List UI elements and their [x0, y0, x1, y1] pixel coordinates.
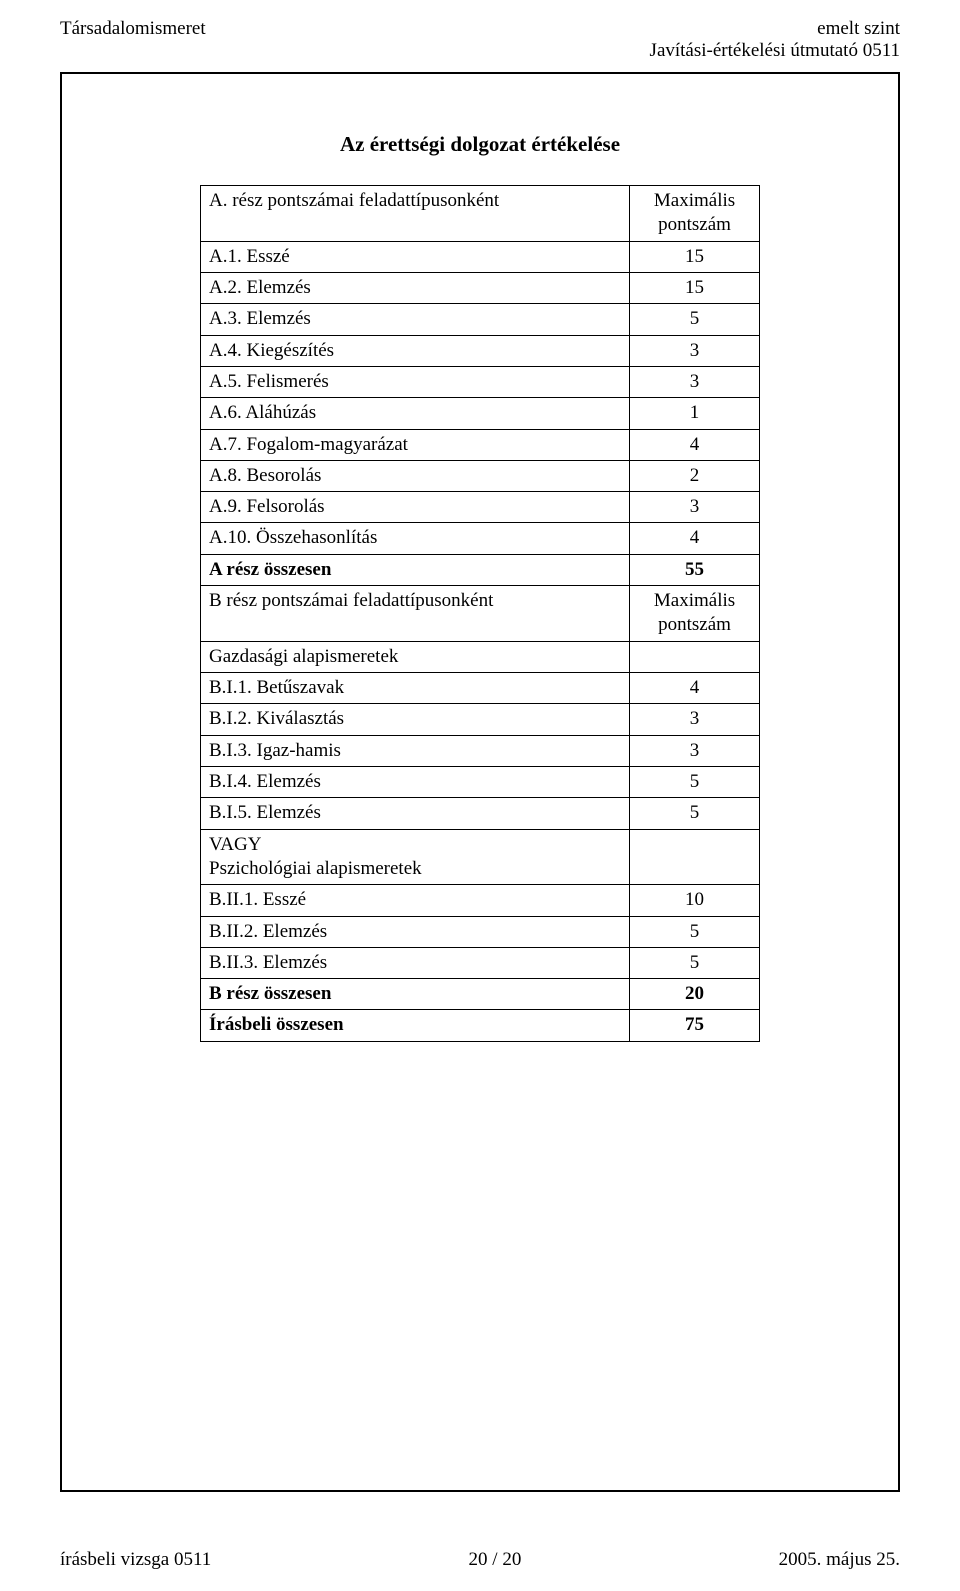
row-label: B.I.2. Kiválasztás [201, 704, 630, 735]
row-label: A.3. Elemzés [201, 304, 630, 335]
table-row: A.3. Elemzés5 [201, 304, 760, 335]
row-value: 5 [630, 947, 760, 978]
table-row: B.I.3. Igaz-hamis3 [201, 735, 760, 766]
table-row: A rész összesen55 [201, 554, 760, 585]
row-label: B.II.2. Elemzés [201, 916, 630, 947]
row-label: B.II.1. Esszé [201, 885, 630, 916]
row-value: Maximálispontszám [630, 586, 760, 642]
footer-center: 20 / 20 [469, 1549, 522, 1571]
content-frame: Az érettségi dolgozat értékelése A. rész… [60, 72, 900, 1492]
row-label: B.I.4. Elemzés [201, 766, 630, 797]
row-label: A.8. Besorolás [201, 460, 630, 491]
footer-right: 2005. május 25. [779, 1549, 900, 1571]
row-label: A rész összesen [201, 554, 630, 585]
row-label: A. rész pontszámai feladattípusonként [201, 186, 630, 242]
row-value: 75 [630, 1010, 760, 1041]
row-value: 15 [630, 272, 760, 303]
row-value: 2 [630, 460, 760, 491]
row-label: Írásbeli összesen [201, 1010, 630, 1041]
row-label: A.6. Aláhúzás [201, 398, 630, 429]
score-table: A. rész pontszámai feladattípusonkéntMax… [200, 185, 760, 1042]
row-value: 5 [630, 916, 760, 947]
row-label: B.II.3. Elemzés [201, 947, 630, 978]
row-value: 3 [630, 335, 760, 366]
row-label: B.I.3. Igaz-hamis [201, 735, 630, 766]
row-label: A.2. Elemzés [201, 272, 630, 303]
table-row: A. rész pontszámai feladattípusonkéntMax… [201, 186, 760, 242]
row-value: 1 [630, 398, 760, 429]
row-label: B rész pontszámai feladattípusonként [201, 586, 630, 642]
row-label: A.4. Kiegészítés [201, 335, 630, 366]
table-row: A.4. Kiegészítés3 [201, 335, 760, 366]
row-label: A.9. Felsorolás [201, 492, 630, 523]
row-value [630, 641, 760, 672]
row-value: 10 [630, 885, 760, 916]
table-row: B.I.2. Kiválasztás3 [201, 704, 760, 735]
section-title: Az érettségi dolgozat értékelése [62, 132, 898, 157]
row-label: A.5. Felismerés [201, 366, 630, 397]
table-row: B.I.4. Elemzés5 [201, 766, 760, 797]
row-value: 3 [630, 492, 760, 523]
table-row: A.6. Aláhúzás1 [201, 398, 760, 429]
table-row: A.10. Összehasonlítás4 [201, 523, 760, 554]
header-right: emelt szint Javítási-értékelési útmutató… [650, 18, 900, 62]
table-row: A.8. Besorolás2 [201, 460, 760, 491]
row-value: 3 [630, 704, 760, 735]
row-value: 5 [630, 766, 760, 797]
row-value: 15 [630, 241, 760, 272]
row-value: 4 [630, 673, 760, 704]
row-label: B.I.5. Elemzés [201, 798, 630, 829]
row-value: 3 [630, 366, 760, 397]
page-header: Társadalomismeret emelt szint Javítási-é… [0, 0, 960, 68]
table-row: B.II.1. Esszé10 [201, 885, 760, 916]
table-row: B.I.1. Betűszavak4 [201, 673, 760, 704]
row-value: Maximálispontszám [630, 186, 760, 242]
table-row: A.5. Felismerés3 [201, 366, 760, 397]
footer-left: írásbeli vizsga 0511 [60, 1549, 211, 1571]
table-row: A.7. Fogalom-magyarázat4 [201, 429, 760, 460]
row-value [630, 829, 760, 885]
row-value: 3 [630, 735, 760, 766]
table-row: Gazdasági alapismeretek [201, 641, 760, 672]
row-label: VAGYPszichológiai alapismeretek [201, 829, 630, 885]
row-label: A.10. Összehasonlítás [201, 523, 630, 554]
row-value: 5 [630, 798, 760, 829]
row-label: A.1. Esszé [201, 241, 630, 272]
table-row: B rész összesen20 [201, 979, 760, 1010]
table-row: A.9. Felsorolás3 [201, 492, 760, 523]
table-row: B.II.2. Elemzés5 [201, 916, 760, 947]
row-label: B.I.1. Betűszavak [201, 673, 630, 704]
row-value: 4 [630, 429, 760, 460]
table-row: VAGYPszichológiai alapismeretek [201, 829, 760, 885]
table-row: B.I.5. Elemzés5 [201, 798, 760, 829]
table-row: B rész pontszámai feladattípusonkéntMaxi… [201, 586, 760, 642]
row-label: B rész összesen [201, 979, 630, 1010]
header-right-line1: emelt szint [650, 18, 900, 40]
header-left: Társadalomismeret [60, 18, 206, 62]
row-value: 5 [630, 304, 760, 335]
row-label: A.7. Fogalom-magyarázat [201, 429, 630, 460]
table-row: A.2. Elemzés15 [201, 272, 760, 303]
row-value: 55 [630, 554, 760, 585]
row-label: Gazdasági alapismeretek [201, 641, 630, 672]
table-row: B.II.3. Elemzés5 [201, 947, 760, 978]
table-row: Írásbeli összesen75 [201, 1010, 760, 1041]
header-right-line2: Javítási-értékelési útmutató 0511 [650, 40, 900, 62]
row-value: 4 [630, 523, 760, 554]
page-footer: írásbeli vizsga 0511 20 / 20 2005. május… [60, 1549, 900, 1571]
row-value: 20 [630, 979, 760, 1010]
table-row: A.1. Esszé15 [201, 241, 760, 272]
